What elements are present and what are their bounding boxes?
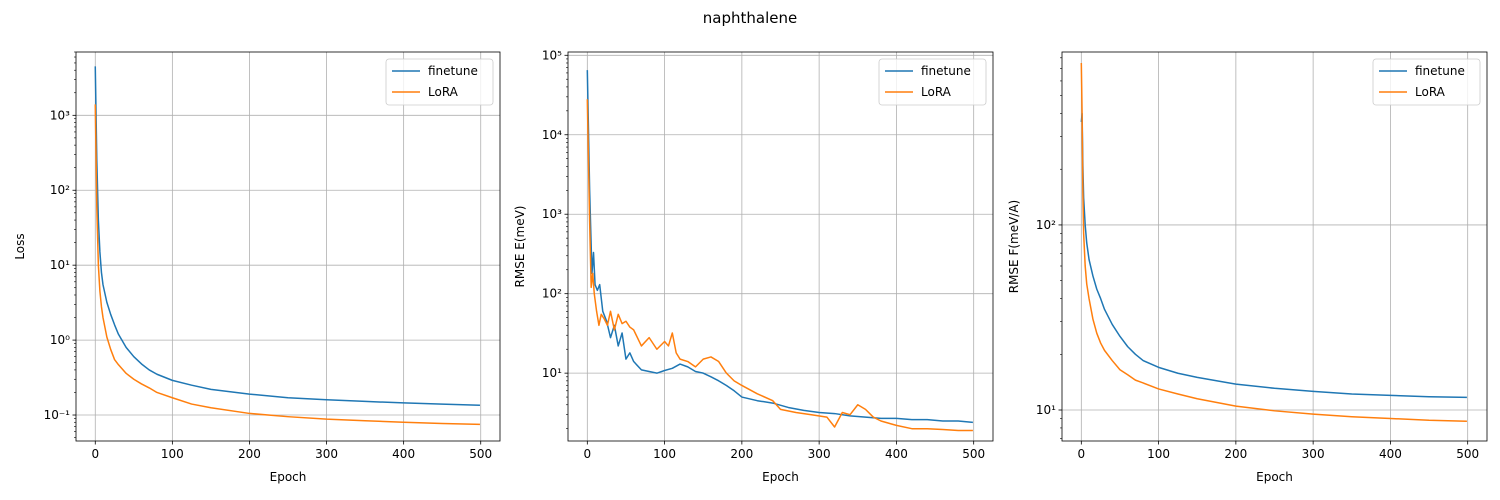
legend-label-finetune: finetune — [428, 64, 478, 78]
x-axis-label: Epoch — [762, 470, 799, 484]
x-tick-label: 500 — [962, 447, 985, 461]
x-tick-label: 500 — [469, 447, 492, 461]
x-tick-label: 0 — [91, 447, 99, 461]
x-tick-label: 100 — [1147, 447, 1170, 461]
x-tick-label: 400 — [1379, 447, 1402, 461]
legend: finetune LoRA — [1372, 58, 1481, 106]
x-tick-label: 0 — [583, 447, 591, 461]
panel-rmse-energy: 0 100 200 300 400 500 10¹ 10² 10³ 10⁴ 10⁵ Epoch RMSE… — [513, 48, 994, 484]
panel-loss: 0 100 200 300 400 500 10⁻¹ 10⁰ 10¹ 10² 10³ Epoch Los… — [13, 51, 501, 484]
x-tick-label: 500 — [1456, 447, 1479, 461]
x-tick-label: 300 — [808, 447, 831, 461]
axes-frame — [75, 51, 501, 442]
x-tick-label: 200 — [730, 447, 753, 461]
legend-label-finetune: finetune — [921, 64, 971, 78]
panel-rmse-force: 0 100 200 300 400 500 10¹ 10² Epoch RMSE F(meV/A)… — [1007, 51, 1488, 484]
series-line-lora — [1080, 62, 1467, 422]
legend-label-lora: LoRA — [1415, 85, 1446, 99]
y-tick-label: 10¹ — [50, 258, 70, 272]
x-tick-label: 300 — [315, 447, 338, 461]
y-tick-label: 10¹ — [1036, 403, 1056, 417]
y-tick-label: 10³ — [50, 108, 70, 122]
y-axis-label: RMSE E(meV) — [513, 206, 527, 288]
legend: finetune LoRA — [385, 58, 494, 106]
y-tick-label: 10² — [1036, 218, 1056, 232]
y-axis-label: RMSE F(meV/A) — [1007, 200, 1021, 294]
x-axis-label: Epoch — [270, 470, 307, 484]
y-tick-label: 10⁰ — [50, 333, 70, 347]
x-tick-label: 400 — [885, 447, 908, 461]
legend-label-lora: LoRA — [428, 85, 459, 99]
x-tick-label: 200 — [238, 447, 261, 461]
y-tick-label: 10¹ — [542, 366, 562, 380]
x-tick-label: 400 — [392, 447, 415, 461]
figure-title: naphthalene — [703, 9, 797, 27]
legend-label-lora: LoRA — [921, 85, 952, 99]
legend-label-finetune: finetune — [1415, 64, 1465, 78]
x-tick-label: 100 — [653, 447, 676, 461]
series-line-finetune — [586, 70, 973, 424]
y-tick-label: 10⁵ — [542, 48, 562, 62]
axes-frame — [1061, 51, 1488, 442]
y-tick-label: 10³ — [542, 207, 562, 221]
legend: finetune LoRA — [878, 58, 987, 106]
x-axis-label: Epoch — [1256, 470, 1293, 484]
y-tick-label: 10² — [542, 287, 562, 301]
y-tick-label: 10⁴ — [542, 128, 562, 142]
y-tick-label: 10² — [50, 183, 70, 197]
axes-frame — [567, 51, 994, 442]
y-tick-label: 10⁻¹ — [44, 408, 71, 422]
series-line-finetune — [1080, 112, 1467, 399]
series-line-finetune — [94, 66, 480, 406]
series-line-lora — [94, 104, 480, 426]
x-tick-label: 300 — [1302, 447, 1325, 461]
x-tick-label: 100 — [161, 447, 184, 461]
x-tick-label: 200 — [1224, 447, 1247, 461]
x-tick-label: 0 — [1077, 447, 1085, 461]
series-line-lora — [586, 99, 973, 432]
y-axis-label: Loss — [13, 233, 27, 259]
